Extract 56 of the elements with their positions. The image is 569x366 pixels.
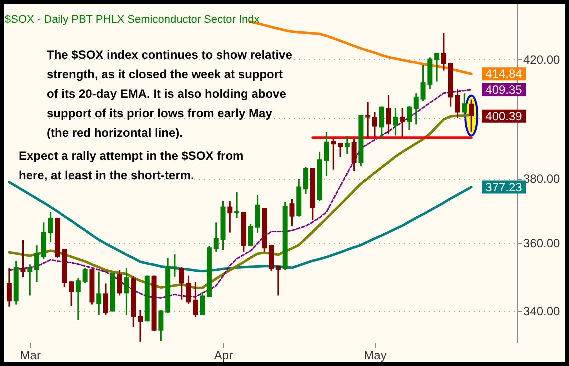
y-tick-label: 360.00 (524, 236, 561, 250)
candlestick (434, 52, 440, 82)
candlestick (228, 200, 233, 234)
candlestick (34, 244, 40, 284)
candlestick (20, 240, 26, 278)
candlestick (379, 106, 384, 140)
text: 400.39 (486, 109, 523, 124)
candlestick (462, 92, 468, 116)
candlestick (179, 266, 184, 301)
candlestick (406, 105, 412, 131)
data-label: 414.84 (486, 67, 523, 82)
y-tick-label: 380.00 (524, 172, 561, 186)
x-tick-label: May (364, 348, 387, 362)
candlestick (352, 138, 357, 172)
annotation: Expect a rally attempt in the $SOX from here, at least in the short-term. (19, 149, 244, 182)
candlestick (138, 309, 143, 343)
candlestick (344, 135, 350, 156)
candlestick (82, 267, 88, 284)
candlestick (290, 198, 295, 228)
annotation: The $SOX index continues to show relative strength, as it closed the week at support of its 20-day EMA. It is also holding above support of its prior lows from early May (the red horizontal line). (47, 48, 293, 140)
candlestick (366, 101, 371, 138)
data-label: 409.35 (486, 82, 523, 97)
candlestick (124, 267, 130, 316)
candlestick (455, 88, 460, 120)
data-label: 377.23 (486, 180, 523, 194)
candlestick (393, 108, 398, 137)
candlestick (200, 292, 206, 316)
candlestick (400, 108, 406, 138)
candlestick (469, 99, 474, 133)
candlestick (28, 264, 33, 296)
candlestick (338, 142, 344, 158)
y-tick-label: 420.00 (524, 52, 561, 67)
candlestick (117, 270, 122, 296)
candlestick (386, 94, 392, 136)
candlestick (69, 280, 74, 308)
candlestick (372, 112, 378, 138)
candlestick (269, 244, 274, 272)
candlestick (96, 271, 102, 316)
x-tick-label: Mar (20, 348, 41, 362)
candlestick (441, 32, 446, 72)
candlestick (6, 267, 12, 308)
candlestick (234, 192, 240, 220)
candlestick (331, 138, 336, 171)
candlestick (104, 282, 109, 316)
candlestick (304, 166, 309, 195)
candlestick (48, 212, 54, 243)
candlestick (158, 310, 164, 342)
line-series (8, 89, 472, 299)
candlestick (276, 266, 281, 296)
candlestick (76, 278, 81, 321)
y-tick-label: 340.00 (524, 304, 561, 319)
text: $SOX - Daily PBT PHLX Semiconductor Sector Indx (5, 14, 260, 26)
candlestick (214, 222, 219, 253)
candlestick (172, 254, 178, 278)
candlestick (414, 92, 419, 126)
x-tick-label: Apr (214, 348, 234, 362)
